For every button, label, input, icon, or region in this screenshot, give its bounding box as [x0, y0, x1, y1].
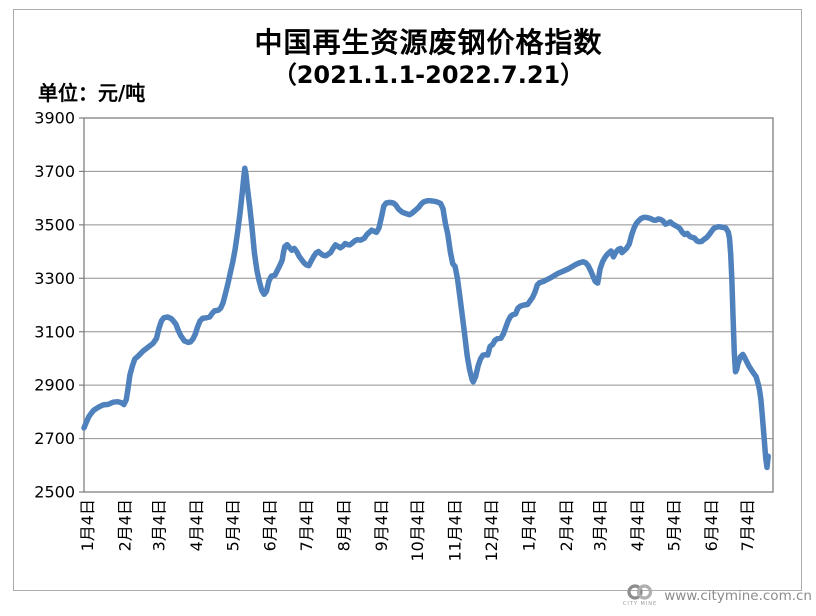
y-axis-label: 3900 — [34, 109, 75, 128]
y-axis-label: 2700 — [34, 429, 75, 448]
chart-frame — [13, 9, 802, 591]
x-axis-label: 4月4日 — [187, 499, 206, 551]
y-axis-label: 2900 — [34, 376, 75, 395]
watermark: CITY MINE www.citymine.com.cn — [623, 584, 812, 607]
x-axis-label: 4月4日 — [628, 499, 647, 551]
y-axis-label: 3700 — [34, 162, 75, 181]
x-axis-label: 1月4日 — [519, 499, 538, 551]
y-axis-label: 2500 — [34, 483, 75, 502]
x-axis-label: 1月4日 — [78, 499, 97, 551]
x-axis-label: 7月4日 — [738, 499, 757, 551]
x-axis-label: 2月4日 — [116, 499, 135, 551]
x-axis-label: 9月4日 — [372, 499, 391, 551]
x-axis-label: 6月4日 — [702, 499, 721, 551]
x-axis-label: 5月4日 — [664, 499, 683, 551]
chart-subtitle: （2021.1.1-2022.7.21） — [272, 61, 585, 89]
x-axis-label: 3月4日 — [150, 499, 169, 551]
price-index-line — [81, 165, 771, 471]
citymine-logo: CITY MINE — [623, 584, 657, 607]
plot-border — [83, 117, 774, 493]
x-axis-label: 10月4日 — [408, 499, 427, 562]
x-axis-label: 3月4日 — [591, 499, 610, 551]
logo-caption: CITY MINE — [622, 601, 658, 607]
x-axis-label: 11月4日 — [446, 499, 465, 562]
x-axis-label: 5月4日 — [223, 499, 242, 551]
x-axis-label: 6月4日 — [261, 499, 280, 551]
x-axis-label: 8月4日 — [334, 499, 353, 551]
watermark-url: www.citymine.com.cn — [664, 587, 812, 604]
y-axis-unit-label: 单位：元/吨 — [38, 81, 146, 105]
x-axis-label: 12月4日 — [482, 499, 501, 562]
x-axis-label: 7月4日 — [297, 499, 316, 551]
x-axis-label: 2月4日 — [557, 499, 576, 551]
y-axis-label: 3100 — [34, 322, 75, 341]
y-axis-label: 3500 — [34, 215, 75, 234]
y-axis-label: 3300 — [34, 269, 75, 288]
chart-title: 中国再生资源废钢价格指数 — [254, 26, 603, 59]
interlocking-rings-icon — [627, 584, 653, 600]
